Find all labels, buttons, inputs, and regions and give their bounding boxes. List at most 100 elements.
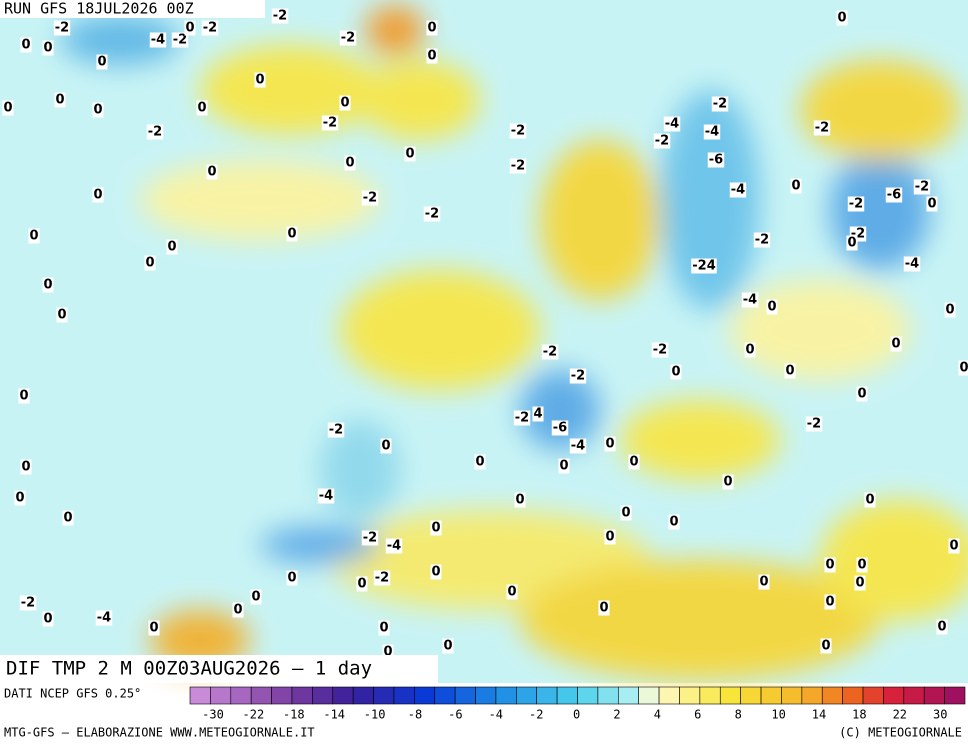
contour-label-bg — [628, 454, 640, 470]
contour-label-bg — [691, 258, 717, 274]
copyright: (C) METEOGIORNALE — [839, 726, 962, 740]
contour-label: 0 — [427, 49, 436, 64]
contour-label: 0 — [857, 387, 866, 402]
contour-label: 0 — [255, 73, 264, 88]
contour-label-bg — [558, 458, 570, 474]
contour-label-bg — [286, 226, 298, 242]
contour-label-bg — [569, 438, 587, 454]
contour-label: 0 — [43, 612, 52, 627]
contour-label-bg — [569, 368, 587, 384]
contour-label: 0 — [145, 256, 154, 271]
contour-label: 0 — [43, 41, 52, 56]
colorbar-swatch — [352, 686, 374, 705]
contour-label-bg — [196, 100, 208, 116]
contour-label-bg — [620, 505, 632, 521]
credit: MTG-GFS – ELABORAZIONE WWW.METEOGIORNALE… — [4, 726, 315, 740]
contour-label: 0 — [825, 558, 834, 573]
contour-label: 0 — [791, 179, 800, 194]
colorbar-swatch — [944, 686, 966, 705]
contour-label-bg — [813, 120, 831, 136]
contour-label-bg — [56, 307, 68, 323]
colorbar-swatch — [271, 686, 293, 705]
contour-label: -2 — [655, 134, 669, 149]
contour-label-bg — [824, 594, 836, 610]
contour-label: -2 — [713, 97, 727, 112]
contour-label: 0 — [723, 475, 732, 490]
contour-label-bg — [317, 488, 335, 504]
colorbar-swatch — [393, 686, 415, 705]
colorbar-swatch — [883, 686, 905, 705]
contour-label-bg — [784, 363, 796, 379]
contour-label-bg — [171, 32, 189, 48]
contour-label-bg — [506, 584, 518, 600]
colorbar-swatch — [434, 686, 456, 705]
contour-label-bg — [54, 92, 66, 108]
colorbar-swatch — [230, 686, 252, 705]
contour-label: -4 — [387, 539, 401, 554]
contour-label-bg — [856, 386, 868, 402]
contour-label-bg — [805, 416, 823, 432]
contour-label-bg — [703, 124, 721, 140]
contour-label: 0 — [93, 103, 102, 118]
contour-label: 0 — [621, 506, 630, 521]
contour-label: 0 — [945, 303, 954, 318]
colorbar-swatch — [556, 686, 578, 705]
contour-label: 0 — [207, 165, 216, 180]
colorbar-swatch — [719, 686, 741, 705]
contour-label-bg — [382, 644, 394, 660]
contour-label-bg — [92, 187, 104, 203]
contour-label-bg — [430, 520, 442, 536]
contour-label: 0 — [97, 55, 106, 70]
contour-label: 0 — [605, 437, 614, 452]
contour-label: 0 — [93, 188, 102, 203]
colorbar-swatch — [516, 686, 538, 705]
colorbar-tick-label: -18 — [283, 708, 305, 722]
contour-label-bg — [541, 344, 559, 360]
contour-label-bg — [846, 235, 858, 251]
contour-label: 0 — [405, 147, 414, 162]
colorbar-tick-label: 18 — [852, 708, 866, 722]
contour-label-bg — [864, 492, 876, 508]
colorbar-swatch — [903, 686, 925, 705]
contour-label: 0 — [669, 515, 678, 530]
contour-label-bg — [663, 116, 681, 132]
contour-label: -2 — [21, 596, 35, 611]
contour-label-bg — [361, 530, 379, 546]
colorbar-swatch — [189, 686, 211, 705]
contour-label: -2 — [807, 417, 821, 432]
contour-label: -4 — [571, 439, 585, 454]
contour-label-bg — [513, 410, 531, 426]
contour-label: 0 — [629, 455, 638, 470]
contour-label-bg — [604, 436, 616, 452]
contour-label: 0 — [605, 530, 614, 545]
colorbar-tick-label: -6 — [448, 708, 462, 722]
contour-label-bg — [166, 239, 178, 255]
contour-label-bg — [53, 20, 71, 36]
contour-label-bg — [958, 360, 968, 376]
contour-label-bg — [201, 20, 219, 36]
contour-label-bg — [722, 474, 734, 490]
colorbar-tick-label: 8 — [735, 708, 742, 722]
contour-label-bg — [758, 574, 770, 590]
colorbar-tick-label: 14 — [812, 708, 826, 722]
contour-label: 0 — [515, 493, 524, 508]
contour-label: 0 — [43, 278, 52, 293]
contour-label-bg — [856, 557, 868, 573]
contour-label-bg — [206, 164, 218, 180]
contour-label-bg — [847, 196, 865, 212]
contour-label: 0 — [149, 621, 158, 636]
contour-label: 0 — [443, 639, 452, 654]
contour-label: 0 — [821, 639, 830, 654]
map — [0, 0, 968, 683]
contour-label-bg — [729, 182, 747, 198]
contour-label: 0 — [847, 236, 856, 251]
contour-label: -2 — [511, 159, 525, 174]
contour-label-bg — [711, 96, 729, 112]
contour-label: 0 — [167, 240, 176, 255]
contour-label: 0 — [345, 156, 354, 171]
contour-label: -2 — [329, 423, 343, 438]
colorbar-tick-label: -14 — [323, 708, 345, 722]
contour-label: 0 — [759, 575, 768, 590]
contour-label: 0 — [927, 197, 936, 212]
colorbar-swatch — [577, 686, 599, 705]
